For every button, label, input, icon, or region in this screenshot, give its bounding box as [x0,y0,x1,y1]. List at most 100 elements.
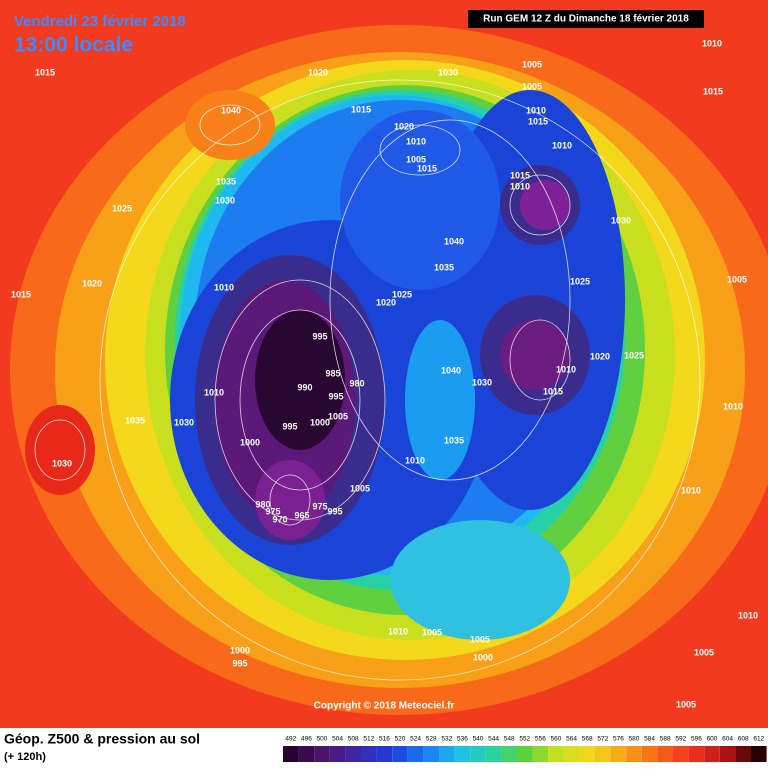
pressure-label: 995 [312,331,327,341]
legend-swatch [563,746,580,762]
legend-label: 516 [379,736,390,743]
pressure-label: 975 [312,501,327,511]
pressure-label: 1015 [417,163,437,173]
legend-label: 604 [722,736,733,743]
legend-label: 500 [317,736,328,743]
legend-label: 536 [457,736,468,743]
date-title: Vendredi 23 février 2018 [14,13,186,30]
pressure-label: 995 [282,421,297,431]
pressure-label: 1005 [694,647,714,657]
pressure-label: 1005 [727,274,747,284]
legend-swatch [345,746,361,762]
legend-label: 532 [441,736,452,743]
pressure-label: 1040 [221,105,241,115]
pressure-label: 990 [297,382,312,392]
legend-swatch [392,746,408,762]
legend-label: 568 [582,736,593,743]
color-legend: 492 496 500 504 508 512 516 520 524 528 532 536 540 5… [283,736,767,762]
pressure-label: 1025 [392,289,412,299]
pressure-label: 1010 [204,387,224,397]
legend-label: 508 [348,736,359,743]
pressure-label: 1015 [35,67,55,77]
pressure-label: 1010 [405,455,425,465]
legend-swatch [626,746,642,762]
pressure-label: 1010 [723,401,743,411]
legend-swatch [641,746,658,762]
pressure-label: 1020 [394,121,414,131]
pressure-label: 1005 [522,59,542,69]
pressure-label: 1040 [441,365,461,375]
legend-swatch [579,746,595,762]
legend-label: 564 [566,736,577,743]
pressure-label: 1005 [522,81,542,91]
pressure-label: 1020 [590,351,610,361]
pressure-label: 1000 [230,645,250,655]
pressure-label: 1015 [351,104,371,114]
pressure-label: 1005 [470,634,490,644]
pressure-label: 1015 [703,86,723,96]
pressure-label: 995 [232,658,247,668]
pressure-label: 1000 [473,652,493,662]
legend-label: 552 [519,736,530,743]
pressure-label: 995 [328,391,343,401]
pressure-label: 1000 [310,417,330,427]
pressure-label: 1035 [125,415,145,425]
legend-label: 588 [660,736,671,743]
legend-swatch [470,746,486,762]
pressure-label: 1015 [543,386,563,396]
legend-swatch [454,746,471,762]
footer-title: Géop. Z500 & pression au sol [4,731,200,747]
pressure-label: 1010 [388,626,408,636]
legend-label: 548 [504,736,515,743]
pressure-label: 1030 [174,417,194,427]
legend-swatch [314,746,330,762]
pressure-label: 1005 [406,154,426,164]
legend-swatch [657,746,673,762]
pressure-label: 1035 [216,176,236,186]
legend-label: 600 [707,736,718,743]
legend-label: 524 [410,736,421,743]
legend-swatch [735,746,751,762]
run-info-box [468,10,704,28]
pressure-label: 1010 [681,485,701,495]
pressure-label: 1030 [438,67,458,77]
legend-swatch [361,746,377,762]
isobars [34,79,701,681]
legend-swatch [407,746,424,762]
pressure-label: 1010 [702,38,722,48]
pressure-label: 1010 [214,282,234,292]
pressure-label: 1005 [328,411,348,421]
pressure-label: 1005 [350,483,370,493]
legend-swatch [751,746,767,762]
pressure-label: 1020 [308,67,328,77]
legend-label: 556 [535,736,546,743]
geopotential-field [10,25,768,715]
pressure-label: 1035 [434,262,454,272]
legend-swatch [501,746,517,762]
pressure-label: 995 [327,506,342,516]
pressure-label: 1020 [82,278,102,288]
local-time: 13:00 locale [14,34,133,57]
pressure-label: 1015 [11,289,31,299]
pressure-label: 1010 [738,610,758,620]
legend-label: 540 [473,736,484,743]
legend-swatch [595,746,611,762]
legend-label: 608 [738,736,749,743]
legend-label: 572 [597,736,608,743]
legend-swatch [376,746,393,762]
legend-swatch [423,746,439,762]
legend-swatch [673,746,689,762]
legend-swatch [329,746,346,762]
legend-swatch [439,746,455,762]
pressure-label: 1035 [444,435,464,445]
legend-label: 560 [551,736,562,743]
run-info: Run GEM 12 Z du Dimanche 18 février 2018 [483,14,689,25]
legend-label: 592 [675,736,686,743]
pressure-label: 980 [255,499,270,509]
pressure-label: 985 [325,368,340,378]
footer-subtitle: (+ 120h) [4,751,46,763]
pressure-label: 1015 [510,170,530,180]
legend-label: 504 [332,736,343,743]
pressure-label: 1000 [240,437,260,447]
